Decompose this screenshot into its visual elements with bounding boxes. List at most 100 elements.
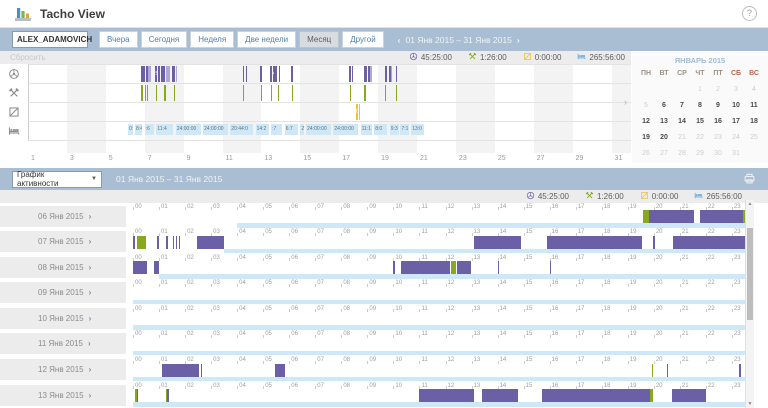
scroll-down-icon[interactable]: ▼ [747, 401, 753, 407]
expand-day-icon[interactable]: › [88, 313, 92, 323]
calendar-day[interactable]: 30 [714, 149, 722, 157]
calendar-day[interactable]: 15 [696, 117, 704, 125]
hour-label: 13 [473, 305, 481, 312]
calendar-day[interactable]: 3 [734, 85, 738, 93]
day-date-label: 08 Янв 2015 [38, 262, 84, 272]
day-band [300, 64, 340, 153]
calendar-expander-icon[interactable]: › [624, 97, 627, 107]
day-row-label[interactable]: 06 Янв 2015 › [0, 205, 126, 227]
day-row-label[interactable]: 13 Янв 2015 › [0, 384, 126, 406]
calendar-day[interactable]: 12 [642, 117, 650, 125]
day-activity-track[interactable] [133, 363, 745, 383]
calendar-day[interactable]: 29 [696, 149, 704, 157]
calendar-day[interactable]: 4 [752, 85, 756, 93]
hour-label: 21 [681, 280, 689, 287]
hour-tick [211, 334, 213, 338]
calendar-day[interactable]: 16 [714, 117, 722, 125]
hour-label: 07 [317, 280, 324, 287]
day-activity-track[interactable] [133, 337, 745, 357]
day-row-label[interactable]: 10 Янв 2015 › [0, 307, 126, 329]
expand-day-icon[interactable]: › [88, 365, 92, 375]
calendar-day[interactable]: 31 [732, 149, 740, 157]
driver-select[interactable]: ALEX_ADAMOVICH ▼ [12, 31, 104, 48]
calendar-day[interactable]: 24 [732, 133, 740, 141]
scroll-up-icon[interactable]: ▲ [747, 201, 753, 207]
help-icon[interactable]: ? [742, 6, 757, 21]
rest-segment [224, 248, 745, 254]
day-activity-track[interactable] [133, 261, 745, 280]
calendar-day[interactable]: 8 [698, 101, 702, 109]
availability-time-value: 0:00:00 [651, 192, 679, 201]
monthly-activity-chart[interactable]: 55400:008:4:611:424:00:0024:00:0020:44:0… [28, 64, 631, 163]
period-button[interactable]: Месяц [299, 31, 340, 48]
day-activity-track[interactable] [133, 286, 745, 306]
expand-day-icon[interactable]: › [88, 339, 91, 349]
print-icon[interactable] [743, 172, 756, 190]
expand-day-icon[interactable]: › [88, 211, 92, 221]
hour-label: 04 [239, 280, 246, 287]
calendar-day[interactable]: 5 [644, 101, 648, 109]
hour-tick [627, 232, 629, 236]
hour-label: 16 [551, 229, 559, 236]
day-activity-track[interactable] [133, 235, 745, 255]
day-activity-track[interactable] [133, 210, 745, 229]
calendar-day[interactable]: 22 [696, 133, 704, 141]
calendar-day[interactable]: 13 [660, 117, 668, 125]
hour-tick [341, 386, 343, 390]
calendar-day[interactable]: 9 [716, 101, 720, 109]
vertical-scrollbar[interactable]: ▲ ▼ [745, 200, 754, 408]
calendar-day[interactable]: 28 [678, 149, 686, 157]
expand-day-icon[interactable]: › [88, 237, 92, 247]
calendar-day[interactable]: 2 [716, 85, 720, 93]
prev-period-icon[interactable]: ‹ [397, 34, 401, 45]
period-button[interactable]: Две недели [237, 31, 297, 48]
day-row-label[interactable]: 08 Янв 2015 › [0, 256, 126, 278]
rest-segment: 24:00:00 [203, 124, 228, 135]
calendar-day[interactable]: 11 [750, 101, 758, 109]
day-row-label[interactable]: 11 Янв 2015 › [0, 333, 126, 355]
calendar-day[interactable]: 21 [678, 133, 686, 141]
calendar-day[interactable]: 17 [732, 117, 740, 125]
driving-clock-icon [526, 191, 535, 202]
period-button[interactable]: Другой [342, 31, 384, 48]
period-button[interactable]: Сегодня [140, 31, 188, 48]
reset-button[interactable]: Сбросить [10, 53, 46, 62]
hour-tick [601, 207, 603, 210]
day-row-label[interactable]: 09 Янв 2015 › [0, 282, 126, 304]
calendar-day[interactable]: 10 [732, 101, 740, 109]
hour-tick [523, 232, 525, 236]
calendar-day[interactable]: 26 [642, 149, 650, 157]
hour-tick [523, 309, 525, 313]
view-mode-select[interactable]: График активности ▼ [12, 170, 102, 188]
calendar-day[interactable]: 20 [660, 133, 668, 141]
date-range-label: 01 Янв 2015 – 31 Янв 2015 [405, 34, 512, 45]
next-period-icon[interactable]: › [516, 34, 520, 45]
calendar-day[interactable]: 25 [750, 133, 758, 141]
period-button[interactable]: Неделя [190, 31, 235, 48]
axis-day-label: 21 [420, 155, 428, 162]
expand-day-icon[interactable]: › [88, 262, 92, 272]
drive-segment [136, 389, 139, 403]
drive-segment [653, 235, 655, 249]
calendar-day[interactable]: 6 [662, 101, 666, 109]
hour-label: 15 [525, 357, 533, 364]
calendar-day[interactable]: 7 [680, 101, 684, 109]
day-row-label[interactable]: 12 Янв 2015 › [0, 359, 126, 381]
hour-tick [679, 386, 681, 390]
driver-select-value: ALEX_ADAMOVICH [17, 35, 93, 44]
rest-segment: :6 [144, 124, 154, 135]
calendar-day[interactable]: 1 [698, 85, 702, 93]
calendar-day[interactable]: 27 [660, 149, 668, 157]
calendar-day[interactable]: 19 [642, 133, 650, 141]
calendar-weekday: ПН [640, 69, 652, 77]
period-button[interactable]: Вчера [99, 31, 138, 48]
calendar-day[interactable]: 14 [678, 117, 686, 125]
day-activity-track[interactable] [133, 312, 745, 331]
day-row-label[interactable]: 07 Янв 2015 › [0, 231, 126, 253]
day-activity-track[interactable] [133, 389, 745, 408]
expand-day-icon[interactable]: › [88, 390, 92, 400]
calendar-day[interactable]: 23 [714, 133, 722, 141]
calendar-day[interactable]: 18 [750, 117, 758, 125]
expand-day-icon[interactable]: › [88, 288, 92, 298]
scrollbar-thumb[interactable] [747, 228, 753, 320]
